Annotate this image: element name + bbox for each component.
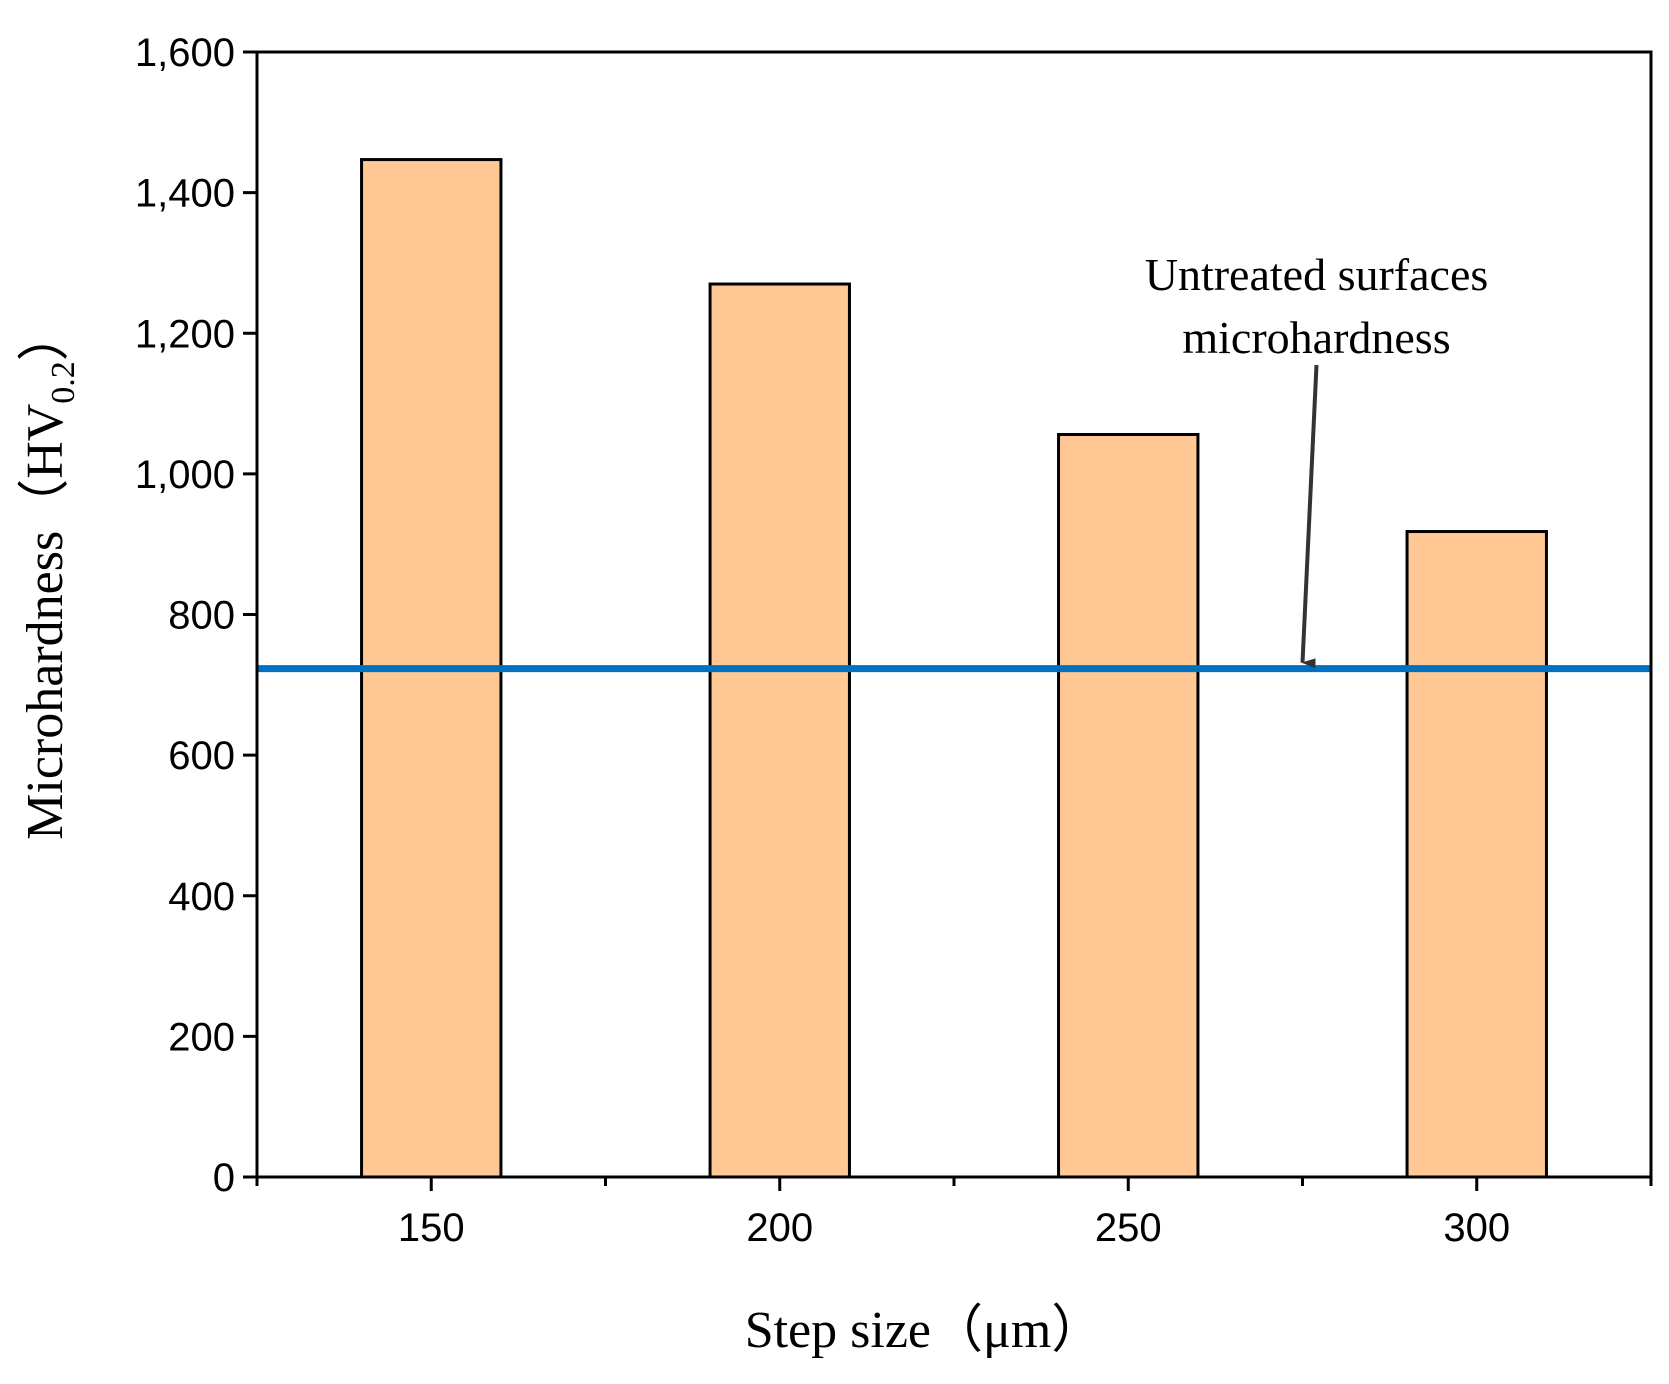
y-tick-label: 600 [168, 734, 235, 778]
y-axis-title-subscript: 0.2 [45, 361, 82, 404]
x-axis-ticks: 150 200 250 300 [255, 1177, 1653, 1250]
y-tick-label: 400 [168, 875, 235, 919]
y-tick-label: 0 [213, 1156, 235, 1200]
x-tick-label: 250 [1095, 1206, 1162, 1250]
x-tick-label: 300 [1443, 1206, 1510, 1250]
bars-layer [360, 158, 1548, 1179]
annotation-line-1: Untreated surfaces [1145, 249, 1489, 300]
bar-300 [1405, 530, 1548, 1179]
annotation-line-2: microhardness [1182, 312, 1450, 363]
x-tick-label: 150 [398, 1206, 465, 1250]
y-tick-label: 200 [168, 1015, 235, 1059]
annotation: Untreated surfaces microhardness [1145, 249, 1489, 669]
y-axis-title-main: Microhardness（HV [17, 404, 74, 840]
y-tick-label: 1,400 [135, 172, 235, 216]
y-tick-label: 800 [168, 594, 235, 638]
annotation-arrow [1300, 364, 1319, 669]
y-axis-title-close: ） [17, 309, 74, 361]
y-axis-ticks: 0 200 400 600 800 1,000 1,200 1,400 1,600 [135, 31, 257, 1200]
bar-200 [708, 282, 851, 1179]
y-tick-label: 1,200 [135, 312, 235, 356]
bar-250 [1057, 433, 1200, 1179]
y-axis-title: Microhardness（HV0.2） [17, 309, 82, 840]
y-tick-label: 1,600 [135, 31, 235, 75]
y-tick-label: 1,000 [135, 453, 235, 497]
x-tick-label: 200 [746, 1206, 813, 1250]
x-axis-title: Step size（μm） [745, 1302, 1104, 1359]
